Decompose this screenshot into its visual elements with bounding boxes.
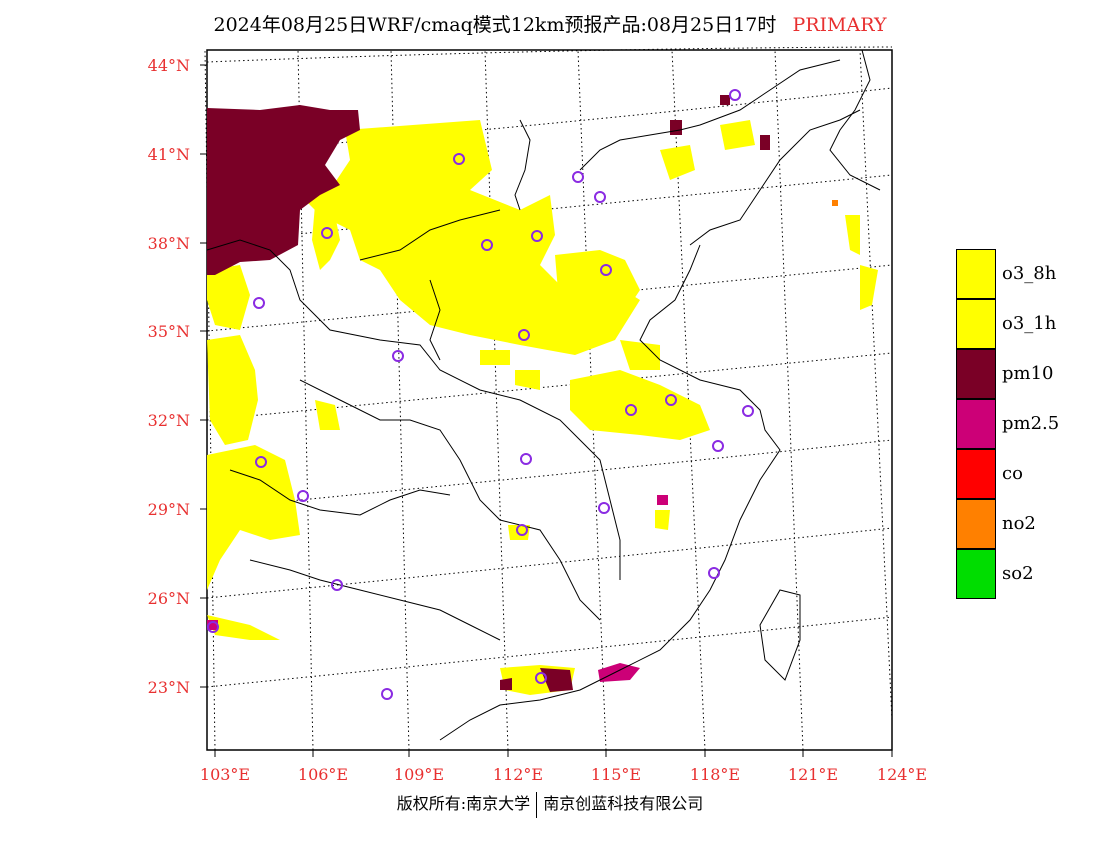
- lat-label-41: 41°N: [147, 145, 190, 164]
- legend-label: pm10: [1002, 363, 1054, 384]
- lon-label-112: 112°E: [492, 765, 544, 784]
- lat-label-23: 23°N: [147, 678, 190, 697]
- legend-label: o3_8h: [1002, 263, 1057, 284]
- no2-spot: [832, 200, 838, 206]
- lat-label-26: 26°N: [147, 589, 190, 608]
- title-main: 2024年08月25日WRF/cmaq模式12km预报产品:08月25日17时: [213, 14, 777, 36]
- lon-label-121: 121°E: [787, 765, 839, 784]
- lon-label-124: 124°E: [876, 765, 928, 784]
- lon-label-118: 118°E: [689, 765, 741, 784]
- lat-label-29: 29°N: [147, 500, 190, 519]
- legend-swatch: [956, 349, 996, 399]
- boundaries: [206, 49, 881, 741]
- lon-label-115: 115°E: [590, 765, 642, 784]
- lat-label-38: 38°N: [147, 234, 190, 253]
- legend-swatch: [956, 499, 996, 549]
- footer-left: 版权所有:南京大学: [396, 794, 531, 813]
- footer-right: 南京创蓝科技有限公司: [543, 794, 704, 813]
- legend-swatch: [956, 399, 996, 449]
- legend-label: so2: [1002, 563, 1034, 584]
- legend-swatch: [956, 549, 996, 599]
- lon-label-103: 103°E: [199, 765, 251, 784]
- pm10-areas: [207, 95, 770, 692]
- legend-label: no2: [1002, 513, 1036, 534]
- legend-swatch: [956, 249, 996, 299]
- lat-label-32: 32°N: [147, 411, 190, 430]
- lon-label-106: 106°E: [297, 765, 349, 784]
- station-markers: [207, 89, 754, 700]
- lon-label-109: 109°E: [393, 765, 445, 784]
- lat-label-35: 35°N: [147, 322, 190, 341]
- legend-swatch: [956, 449, 996, 499]
- copyright-footer: 版权所有:南京大学 南京创蓝科技有限公司: [0, 790, 1100, 818]
- footer-separator: [536, 791, 538, 818]
- tick-marks: [200, 64, 893, 757]
- lat-label-44: 44°N: [147, 56, 190, 75]
- legend-label: pm2.5: [1002, 413, 1060, 434]
- legend-swatch: [956, 299, 996, 349]
- map-title: 2024年08月25日WRF/cmaq模式12km预报产品:08月25日17时 …: [0, 10, 1100, 37]
- title-tag: PRIMARY: [792, 14, 887, 36]
- legend-label: co: [1002, 463, 1023, 484]
- legend-label: o3_1h: [1002, 313, 1057, 334]
